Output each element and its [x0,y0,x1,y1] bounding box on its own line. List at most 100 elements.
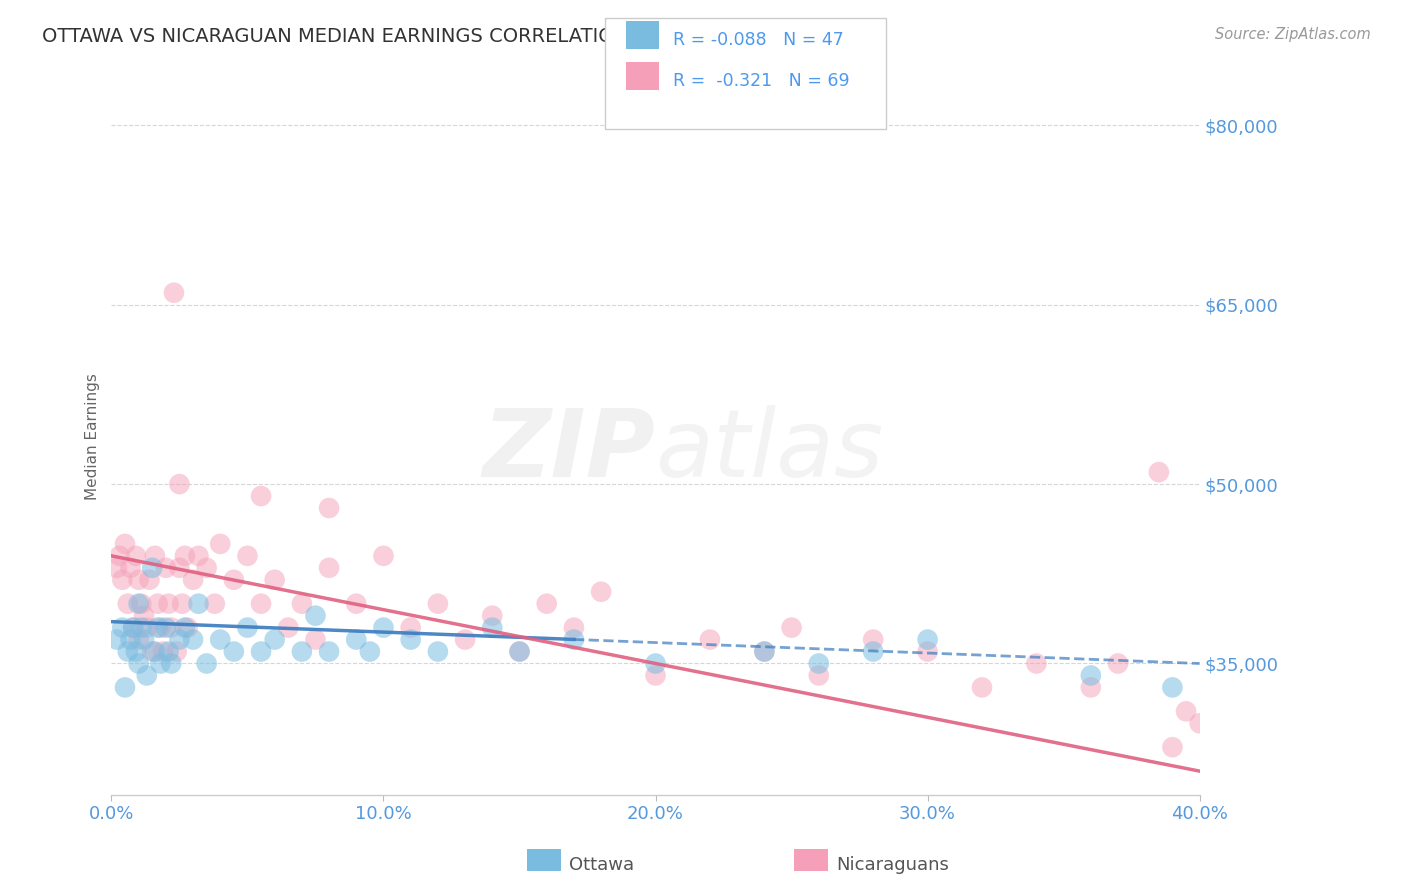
Text: Nicaraguans: Nicaraguans [837,856,949,874]
Point [117,644,139,658]
Point [318,501,340,516]
Point [152,644,174,658]
Point [1161,740,1184,755]
Point [135,621,157,635]
Point [172,597,194,611]
Point [754,644,776,658]
Point [359,644,381,658]
Point [291,644,314,658]
Point [1107,657,1129,671]
Point [143,549,166,563]
Point [562,621,585,635]
Point [222,573,245,587]
Point [105,632,128,647]
Point [138,573,160,587]
Point [263,632,285,647]
Point [236,621,259,635]
Point [373,621,395,635]
Point [169,477,191,491]
Point [209,537,232,551]
Point [122,621,145,635]
Point [562,632,585,647]
Point [399,621,422,635]
Point [277,621,299,635]
Text: ZIP: ZIP [482,405,655,497]
Point [166,644,188,658]
Point [204,597,226,611]
Point [426,597,449,611]
Point [1161,681,1184,695]
Point [195,657,218,671]
Point [304,608,326,623]
Point [157,597,180,611]
Point [917,632,939,647]
Point [120,632,142,647]
Point [699,632,721,647]
Point [1080,668,1102,682]
Point [149,621,172,635]
Point [128,657,150,671]
Point [970,681,993,695]
Point [917,644,939,658]
Point [318,644,340,658]
Point [344,597,367,611]
Point [181,632,204,647]
Point [399,632,422,647]
Point [373,549,395,563]
Point [125,549,148,563]
Point [508,644,530,658]
Point [250,644,273,658]
Point [114,537,136,551]
Point [591,584,613,599]
Text: atlas: atlas [655,405,884,496]
Point [120,561,142,575]
Point [644,657,666,671]
Point [173,549,195,563]
Point [481,608,503,623]
Point [111,621,134,635]
Point [807,668,830,682]
Point [536,597,558,611]
Point [160,621,183,635]
Point [128,597,150,611]
Point [807,657,830,671]
Text: R =  -0.321   N = 69: R = -0.321 N = 69 [673,72,851,90]
Point [644,668,666,682]
Point [128,573,150,587]
Point [155,561,177,575]
Point [132,632,155,647]
Point [250,597,273,611]
Point [149,657,172,671]
Point [862,644,884,658]
Point [426,644,449,658]
Point [454,632,477,647]
Point [176,621,198,635]
Point [754,644,776,658]
Point [132,608,155,623]
Point [111,573,134,587]
Point [187,549,209,563]
Point [318,561,340,575]
Point [141,644,163,658]
Point [291,597,314,611]
Point [263,573,285,587]
Point [780,621,803,635]
Point [108,549,131,563]
Text: Ottawa: Ottawa [569,856,634,874]
Point [128,632,150,647]
Point [131,597,153,611]
Point [481,621,503,635]
Point [304,632,326,647]
Point [169,561,191,575]
Point [146,597,169,611]
Point [250,489,273,503]
Point [1080,681,1102,695]
Point [862,632,884,647]
Point [181,573,204,587]
Point [125,644,148,658]
Point [135,668,157,682]
Point [344,632,367,647]
Point [209,632,232,647]
Point [114,681,136,695]
Point [187,597,209,611]
